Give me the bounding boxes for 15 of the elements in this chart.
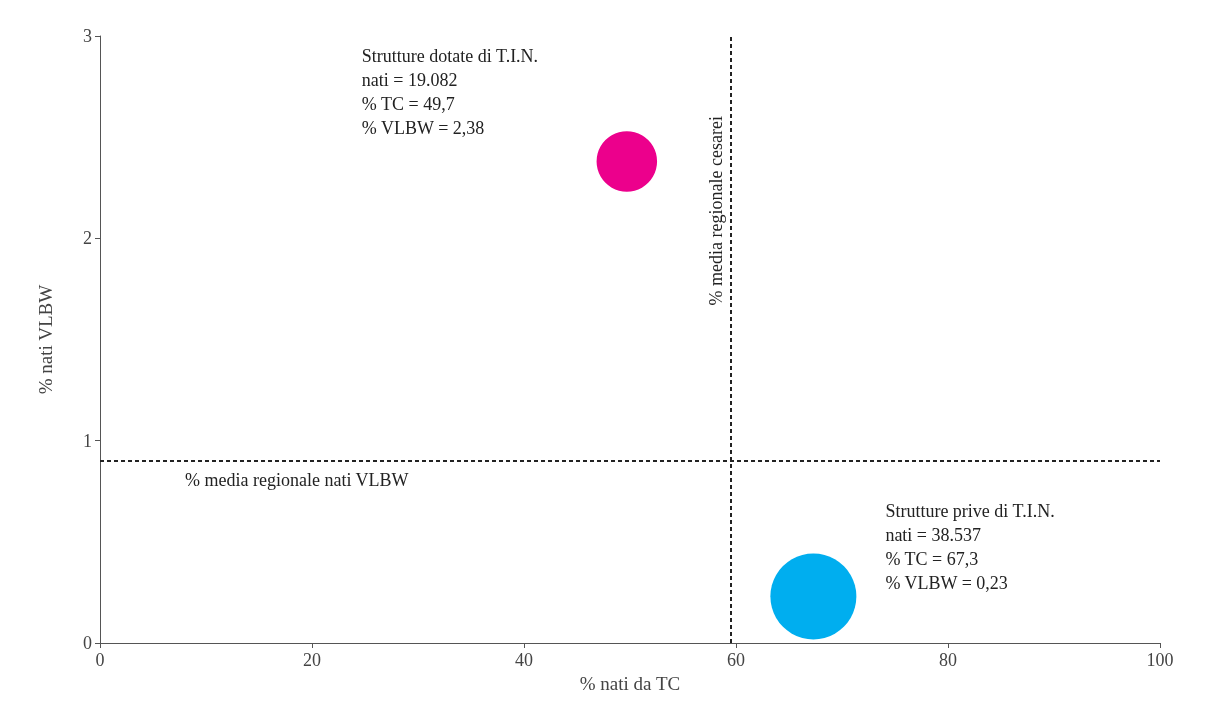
y-tick-label: 0	[83, 633, 92, 653]
x-axis-title: % nati da TC	[579, 672, 681, 694]
x-tick-label: 100	[1146, 650, 1174, 670]
ref-line-label: % media regionale nati VLBW	[185, 469, 409, 490]
x-tick-label: 20	[303, 650, 321, 670]
y-tick-label: 3	[83, 26, 92, 46]
y-tick-label: 1	[83, 430, 92, 451]
x-tick-label: 60	[727, 650, 745, 670]
y-axis-title: % nati VLBW	[35, 284, 56, 395]
x-tick-label: 80	[939, 650, 957, 670]
x-tick-label: 40	[515, 650, 533, 670]
annotation: Strutture dotate di T.I.N. nati = 19.082 % TC = 49,7 % VLBW = 2,38	[361, 46, 539, 139]
ref-line-label: % media regionale cesarei	[705, 116, 726, 306]
y-tick-label: 2	[83, 228, 92, 249]
annotation: Strutture prive di T.I.N. nati = 38.537 % TC = 67,3 % VLBW = 0,23	[885, 501, 1055, 594]
